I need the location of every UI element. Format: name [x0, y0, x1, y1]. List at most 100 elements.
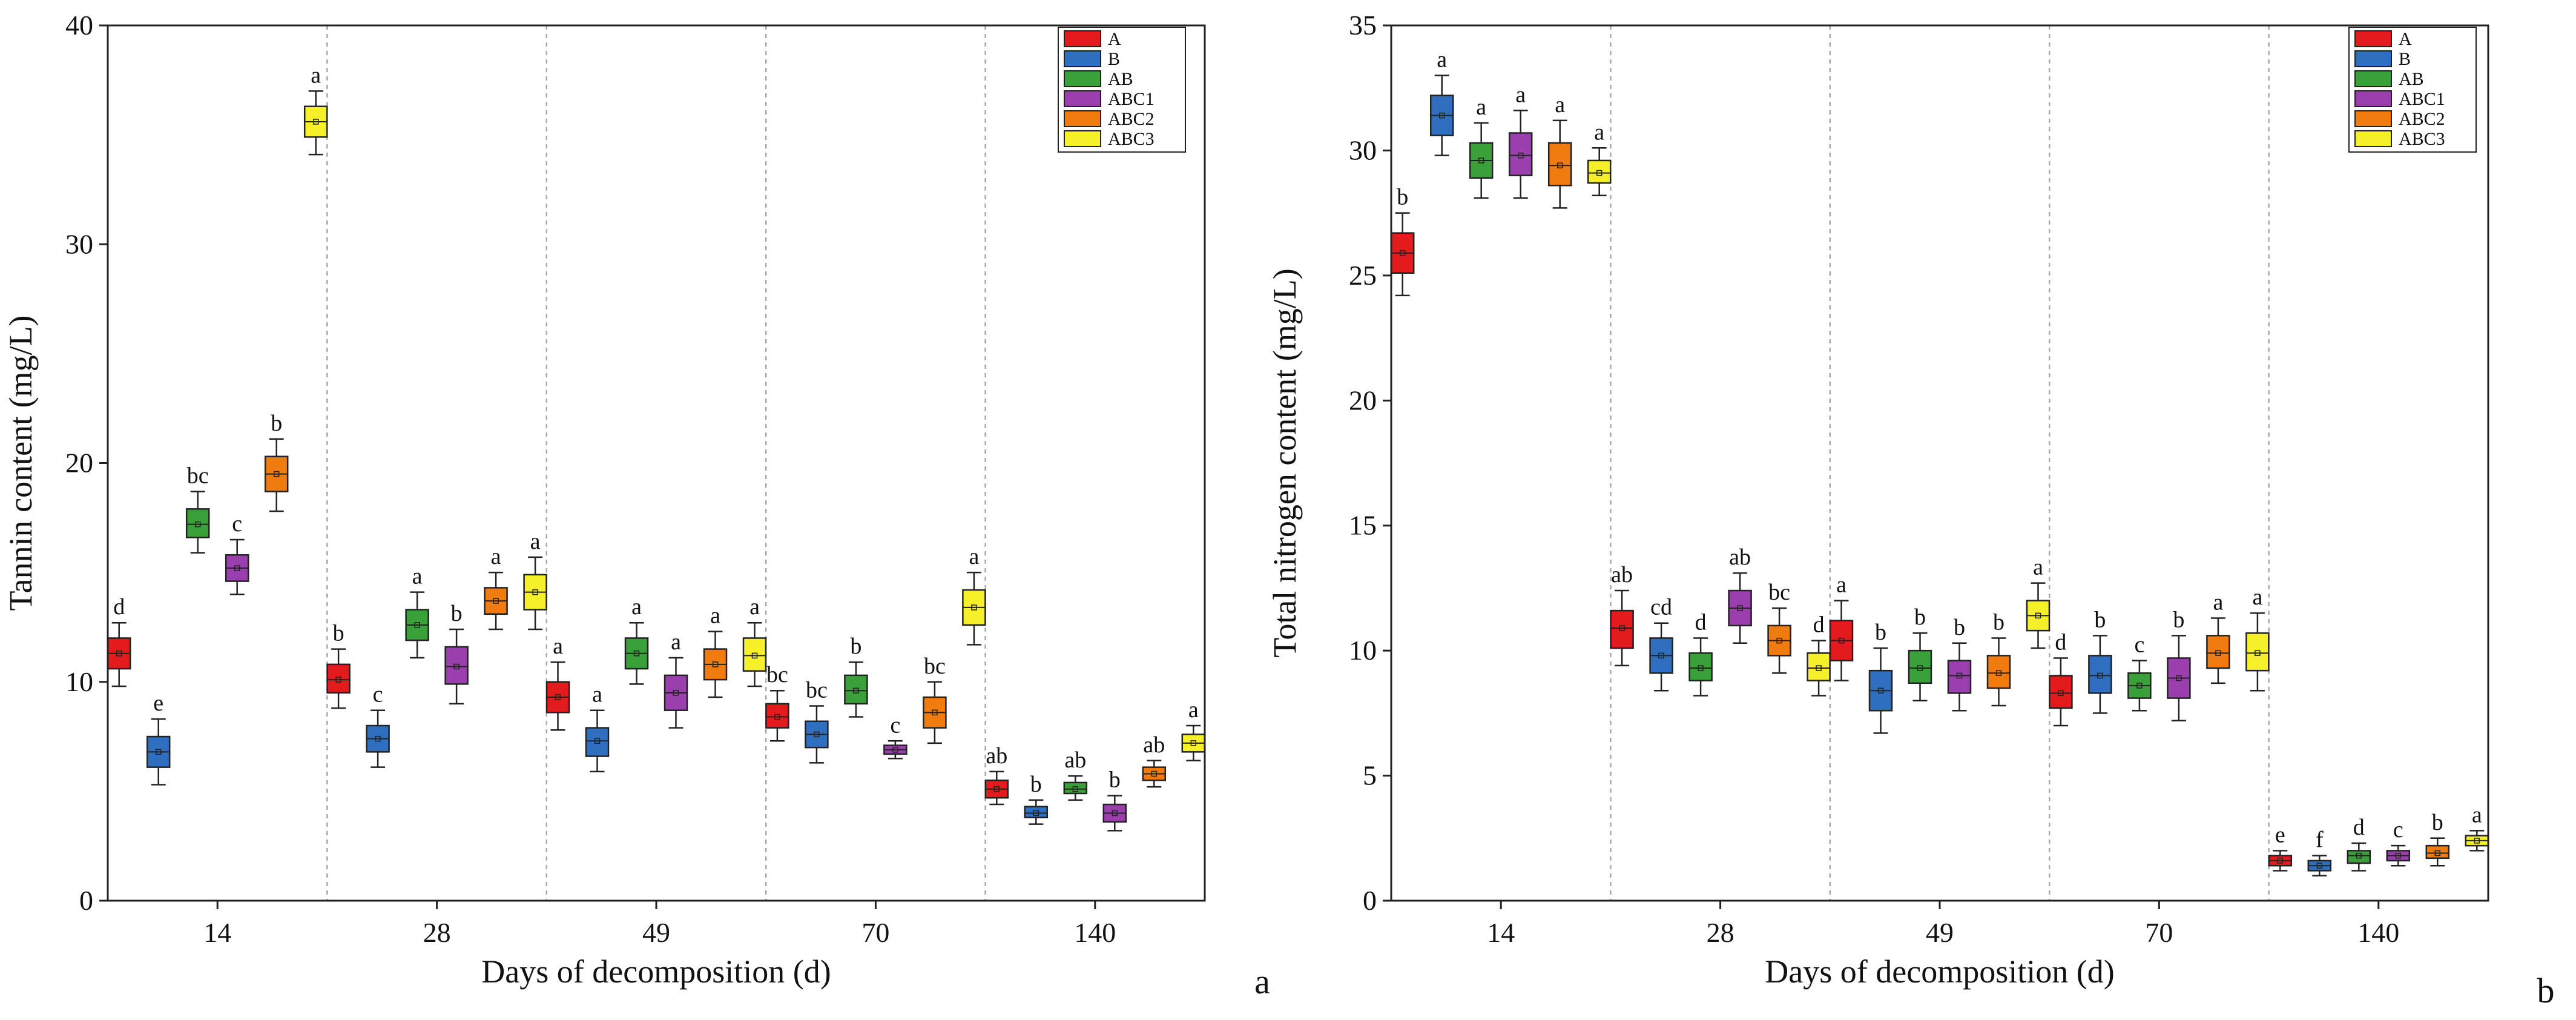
panel-a-x-tick-label: 70	[861, 917, 889, 948]
legend-label-ABC2: ABC2	[2399, 109, 2445, 129]
panel-b-y-tick-label: 25	[1349, 260, 1377, 291]
panel-a-box-A-140: ab	[984, 743, 1009, 806]
significance-letter: b	[1914, 604, 1926, 630]
panel-a-y-tick-label: 0	[79, 885, 93, 916]
box-mean-marker	[2035, 612, 2041, 619]
panel-a-box-ABC1-49: a	[664, 629, 688, 729]
significance-letter: b	[2173, 607, 2184, 632]
panel-b-box-ABC3-49: a	[2026, 555, 2051, 649]
box-iqr	[2425, 844, 2450, 859]
panel-b-box-B-14: a	[1429, 47, 1454, 156]
box-iqr	[1947, 660, 1972, 694]
panel-b-y-tick-label: 0	[1363, 885, 1377, 916]
significance-letter: b	[271, 411, 282, 436]
significance-letter: a	[553, 634, 563, 659]
significance-letter: e	[153, 690, 163, 716]
legend-label-AB: AB	[2399, 69, 2424, 89]
box-mean-marker	[1776, 637, 1782, 644]
box-mean-marker	[2316, 863, 2323, 869]
significance-letter: ab	[1143, 732, 1165, 758]
significance-letter: b	[333, 621, 344, 646]
panel-a-box-A-28: b	[326, 621, 351, 709]
panel-b-y-tick-label: 30	[1349, 134, 1377, 165]
box-mean-marker	[493, 598, 499, 604]
panel-a-tannin-chart: 0 10 20 30 40 14 28 49 70 140 Days of decompositio…	[2, 10, 1270, 1001]
box-mean-marker	[273, 471, 280, 477]
panel-a-box-AB-49: a	[624, 594, 649, 685]
panel-a-box-ABC3-28: a	[523, 529, 547, 631]
box-iqr	[742, 637, 767, 672]
box-mean-marker	[2136, 683, 2143, 689]
panel-b-box-A-49: a	[1829, 572, 1854, 681]
significance-letter: c	[232, 511, 242, 537]
significance-letter: d	[1695, 610, 1707, 635]
panel-a-x-tick-label: 140	[1074, 917, 1116, 948]
panel-b-box-AB-28: d	[1688, 610, 1713, 697]
box-mean-marker	[2395, 852, 2402, 859]
box-mean-marker	[234, 565, 240, 571]
panel-a-x-tick-label: 28	[423, 917, 451, 948]
panel-b-total-nitrogen-chart: 0 5 10 15 20 25 30 35 14 28 49 70 140 Days of decompo…	[1267, 10, 2555, 1010]
significance-letter: e	[2275, 822, 2285, 847]
panel-b-box-ABC1-49: b	[1947, 615, 1972, 712]
significance-letter: a	[1515, 82, 1526, 107]
significance-letter: bc	[1768, 580, 1790, 605]
box-iqr	[1610, 609, 1634, 649]
panel-b-box-ABC2-28: bc	[1767, 580, 1791, 674]
box-mean-marker	[1877, 687, 1884, 694]
box-iqr	[1587, 159, 1612, 184]
significance-letter: a	[2252, 585, 2262, 610]
significance-letter: c	[373, 682, 383, 707]
box-mean-marker	[1619, 625, 1625, 631]
legend-swatch-A	[1064, 30, 1101, 47]
box-mean-marker	[2277, 858, 2284, 864]
panel-b-box-A-140: e	[2268, 822, 2293, 872]
panel-a-box-ABC3-140: a	[1181, 697, 1206, 762]
box-mean-marker	[1556, 162, 1563, 168]
box-iqr	[2347, 850, 2371, 864]
box-mean-marker	[1838, 637, 1845, 644]
significance-letter: a	[1188, 697, 1199, 723]
panel-b-box-ABC2-70: a	[2206, 589, 2230, 684]
panel-b-box-ABC2-14: a	[1547, 92, 1572, 209]
box-mean-marker	[594, 738, 601, 744]
box-mean-marker	[971, 604, 977, 611]
significance-letter: b	[1993, 610, 2004, 635]
significance-letter: d	[1813, 612, 1825, 638]
box-mean-marker	[932, 709, 938, 716]
box-iqr	[1908, 649, 1932, 684]
panel-b-y-tick-label: 10	[1349, 635, 1377, 666]
box-iqr	[585, 727, 610, 757]
legend-swatch-ABC3	[2354, 130, 2392, 147]
significance-letter: b	[2094, 607, 2106, 632]
box-mean-marker	[1956, 672, 1963, 679]
panel-a-box-ABC3-14: a	[303, 62, 328, 156]
box-iqr	[1688, 652, 1713, 681]
box-iqr	[2245, 632, 2270, 672]
significance-letter: bc	[766, 662, 788, 687]
legend-swatch-B	[1064, 50, 1101, 67]
box-mean-marker	[2058, 690, 2064, 697]
box-mean-marker	[375, 735, 381, 742]
box-iqr	[765, 703, 789, 729]
box-mean-marker	[1816, 665, 1822, 671]
panel-a-box-ABC2-14: b	[264, 411, 289, 512]
legend-swatch-B	[2354, 50, 2392, 67]
panel-b-x-tick-label: 49	[1926, 917, 1954, 948]
panel-a-box-AB-70: b	[844, 634, 868, 718]
panel-b-box-AB-49: b	[1908, 604, 1932, 701]
panel-a-box-ABC1-28: b	[444, 601, 469, 705]
significance-letter: f	[2316, 827, 2324, 853]
significance-letter: a	[2033, 555, 2043, 580]
box-mean-marker	[853, 687, 859, 694]
panel-a-box-ABC3-70: a	[962, 544, 986, 646]
legend-label-ABC1: ABC1	[1108, 89, 1155, 109]
panel-a-box-B-28: c	[366, 682, 390, 768]
significance-letter: bc	[924, 654, 946, 679]
significance-letter: a	[749, 594, 760, 620]
panel-b-x-tick-label: 70	[2145, 917, 2173, 948]
panel-b-x-tick-label: 14	[1487, 917, 1515, 948]
significance-letter: a	[412, 564, 423, 589]
panel-a-box-ABC2-140: ab	[1142, 732, 1167, 788]
panel-b-x-tick-label: 28	[1707, 917, 1734, 948]
